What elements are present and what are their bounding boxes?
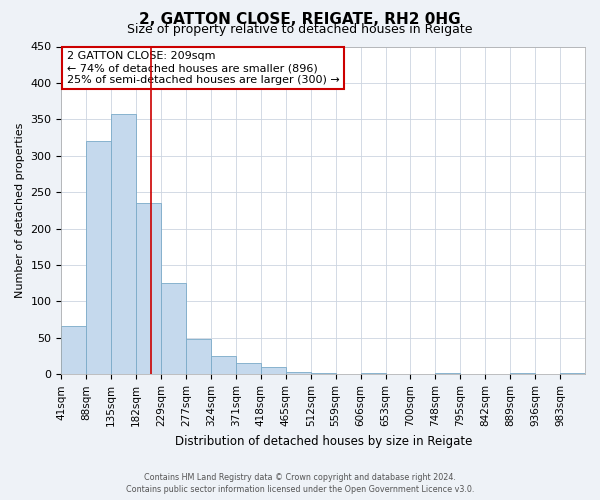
Bar: [560, 373, 585, 374]
Bar: [436, 373, 460, 374]
Text: Size of property relative to detached houses in Reigate: Size of property relative to detached ho…: [127, 22, 473, 36]
Text: Contains HM Land Registry data © Crown copyright and database right 2024.
Contai: Contains HM Land Registry data © Crown c…: [126, 472, 474, 494]
X-axis label: Distribution of detached houses by size in Reigate: Distribution of detached houses by size …: [175, 434, 472, 448]
Bar: [361, 373, 386, 374]
Bar: [211, 356, 236, 374]
Y-axis label: Number of detached properties: Number of detached properties: [15, 122, 25, 298]
Text: 2, GATTON CLOSE, REIGATE, RH2 0HG: 2, GATTON CLOSE, REIGATE, RH2 0HG: [139, 12, 461, 28]
Bar: [136, 203, 161, 374]
Bar: [236, 364, 261, 374]
Bar: [186, 338, 211, 374]
Bar: [161, 282, 186, 374]
Bar: [86, 141, 111, 374]
Bar: [510, 373, 535, 374]
Bar: [261, 367, 286, 374]
Bar: [311, 373, 335, 374]
Text: 2 GATTON CLOSE: 209sqm
← 74% of detached houses are smaller (896)
25% of semi-de: 2 GATTON CLOSE: 209sqm ← 74% of detached…: [67, 52, 340, 84]
Bar: [61, 326, 86, 374]
Bar: [286, 372, 311, 374]
Bar: [111, 114, 136, 374]
